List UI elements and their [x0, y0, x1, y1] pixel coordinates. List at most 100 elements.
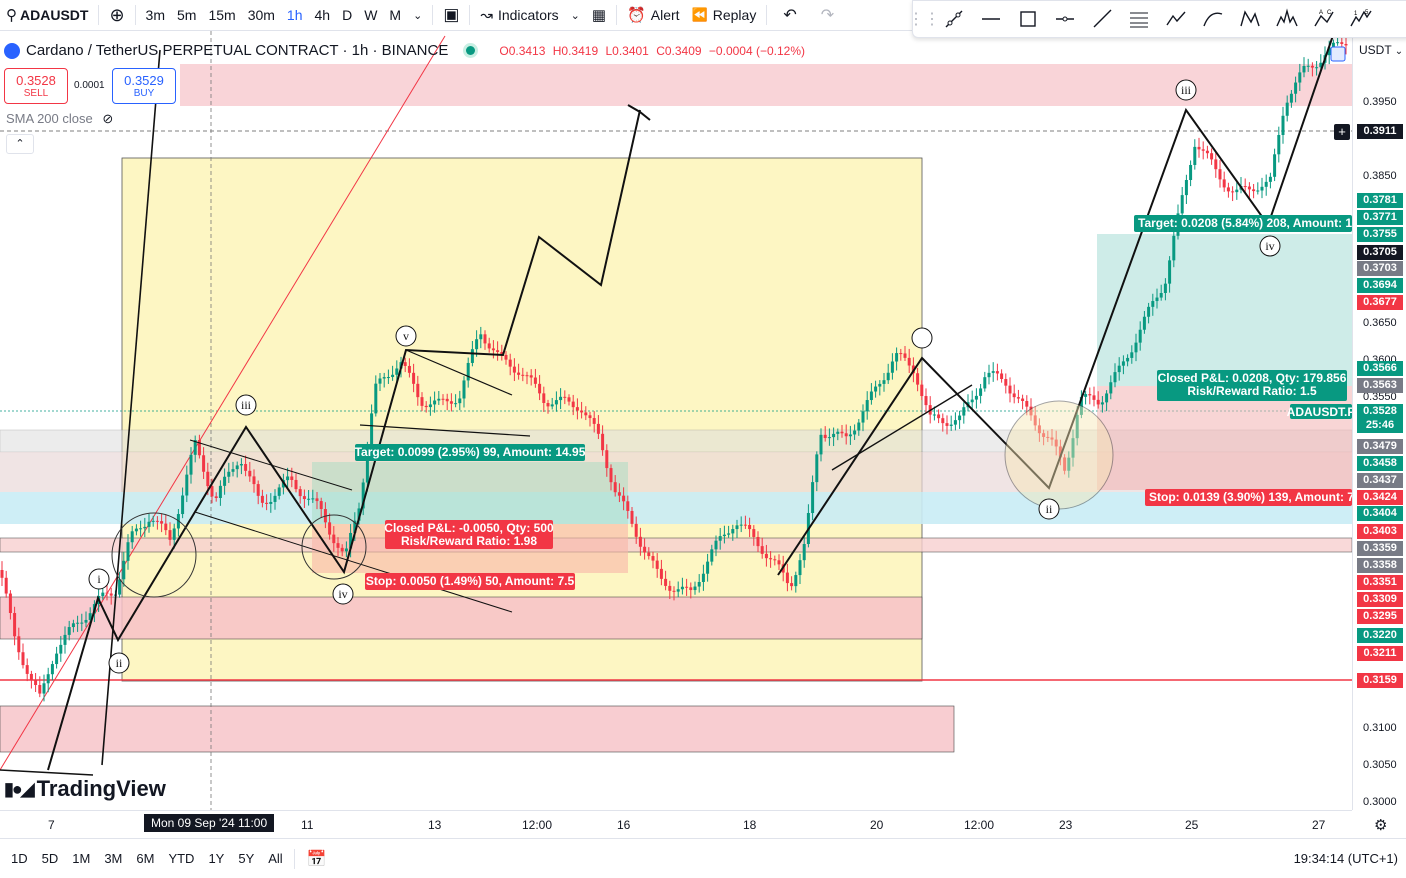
- time-tick-label: 25: [1185, 818, 1199, 832]
- candle-body: [592, 418, 596, 424]
- eye-hidden-icon[interactable]: ⊘: [102, 111, 114, 126]
- interval-15m[interactable]: 15m: [208, 7, 236, 23]
- candle-body: [844, 433, 848, 437]
- candle-body: [571, 401, 575, 408]
- trend-line-tool[interactable]: [935, 4, 972, 34]
- interval-dropdown[interactable]: ⌄: [407, 0, 428, 30]
- settings-gear-icon[interactable]: ⚙: [1374, 817, 1388, 834]
- rectangle-tool[interactable]: [1009, 4, 1046, 34]
- alert-button[interactable]: ⏰ Alert: [621, 0, 685, 30]
- candles-icon: ▣: [443, 5, 460, 24]
- drag-handle-icon[interactable]: ⋮⋮: [908, 11, 940, 28]
- interval-m[interactable]: M: [389, 7, 402, 23]
- head-shoulders-tool[interactable]: [1268, 4, 1305, 34]
- wave-label-text: iii: [241, 398, 252, 412]
- bottom-bar: 1D 5D 1M 3M 6M YTD 1Y 5Y All 📅 19:34:14 (UTC+1): [0, 838, 1406, 878]
- date-range-button[interactable]: 📅: [299, 849, 335, 869]
- ohlc-values: O0.3413 H0.3419 L0.3401 C0.3409 −0.0004 …: [499, 44, 809, 58]
- price-axis[interactable]: USDT ⌄ 0.3950 0.3850 0.3650 0.3600 0.3550 0.3…: [1352, 31, 1406, 810]
- fib-retracement-tool[interactable]: [1120, 4, 1157, 34]
- buy-label: BUY: [133, 88, 155, 99]
- candle-body: [643, 546, 647, 553]
- candle-body: [596, 423, 600, 434]
- candle-body: [1189, 164, 1193, 180]
- candle-body: [235, 465, 239, 470]
- candle-body: [168, 530, 172, 540]
- svg-text:C: C: [1327, 10, 1332, 16]
- resistance-zone: [180, 64, 1352, 106]
- indicators-button[interactable]: ↝ Indicators: [474, 0, 564, 30]
- range-1m[interactable]: 1M: [72, 851, 91, 866]
- candle-body: [832, 433, 836, 438]
- tradingview-logo: ▮●◢ TradingView: [4, 776, 166, 802]
- interval-d[interactable]: D: [342, 7, 353, 23]
- candle-body: [882, 380, 886, 384]
- candle-body: [958, 415, 962, 421]
- chart-pane[interactable]: i ii iii iv v iii iv ii Target: 0.0099 (2.95%) 9…: [0, 31, 1352, 810]
- candle-body: [554, 400, 558, 405]
- currency-selector[interactable]: USDT ⌄: [1359, 43, 1403, 57]
- price-tag: 25:46: [1357, 418, 1403, 433]
- candle-body: [374, 383, 378, 414]
- candle-body: [785, 572, 789, 584]
- range-5y[interactable]: 5Y: [238, 851, 255, 866]
- candle-body: [294, 479, 298, 490]
- time-tick-label: 23: [1059, 818, 1073, 832]
- replay-button[interactable]: ⏪ Replay: [686, 0, 763, 30]
- range-5d[interactable]: 5D: [41, 851, 59, 866]
- path-tool[interactable]: [1157, 4, 1194, 34]
- candle-body: [8, 593, 12, 614]
- candle-body: [878, 383, 882, 387]
- interval-1h[interactable]: 1h: [286, 7, 303, 23]
- price-tag: 0.3437: [1357, 473, 1403, 488]
- crosshair-add-button[interactable]: +: [1334, 124, 1350, 140]
- interval-4h[interactable]: 4h: [314, 7, 331, 23]
- interval-3m[interactable]: 3m: [145, 7, 165, 23]
- wave-label-circle: [1175, 79, 1197, 101]
- time-axis[interactable]: 7 11 13 12:00 16 18 20 12:00 23 25 27 Mon 09 Sep '…: [0, 810, 1387, 839]
- sell-button[interactable]: 0.3528 SELL: [4, 68, 68, 104]
- candle-body: [752, 529, 756, 537]
- candle-body: [277, 487, 281, 496]
- buy-button[interactable]: 0.3529 BUY: [112, 68, 176, 104]
- range-1d[interactable]: 1D: [11, 851, 28, 866]
- horizontal-ray-tool[interactable]: [1046, 4, 1083, 34]
- chart-type-button[interactable]: ▣: [437, 0, 465, 30]
- indicators-dropdown[interactable]: ⌄: [565, 0, 586, 30]
- interval-w[interactable]: W: [364, 7, 378, 23]
- candle-body: [710, 549, 714, 562]
- sma-indicator-legend[interactable]: SMA 200 close ⊘: [6, 111, 113, 127]
- range-1y[interactable]: 1Y: [208, 851, 225, 866]
- templates-button[interactable]: ▦: [586, 0, 612, 30]
- interval-30m[interactable]: 30m: [247, 7, 275, 23]
- range-all[interactable]: All: [268, 851, 283, 866]
- candle-body: [210, 486, 214, 497]
- compare-button[interactable]: ⊕: [103, 0, 130, 30]
- candle-body: [836, 431, 840, 434]
- pos1-closed-label-bg: [385, 520, 553, 549]
- xabcd-pattern-tool[interactable]: [1231, 4, 1268, 34]
- legend-title: Cardano / TetherUS PERPETUAL CONTRACT · …: [26, 42, 449, 59]
- candle-body: [827, 437, 831, 439]
- curve-tool[interactable]: [1194, 4, 1231, 34]
- range-6m[interactable]: 6M: [136, 851, 155, 866]
- symbol-search[interactable]: ⚲ ADAUSDT: [0, 0, 94, 30]
- collapse-legend-button[interactable]: ⌃: [6, 134, 34, 154]
- undo-button[interactable]: ↶: [771, 0, 808, 30]
- candle-body: [160, 521, 164, 524]
- redo-button[interactable]: ↷: [809, 0, 846, 30]
- price-tag: 0.3781: [1357, 193, 1403, 208]
- candle-body: [357, 508, 361, 521]
- ray-tool[interactable]: [1083, 4, 1120, 34]
- candle-body: [1331, 42, 1335, 48]
- range-3m[interactable]: 3M: [104, 851, 123, 866]
- horizontal-line-tool[interactable]: [972, 4, 1009, 34]
- range-ytd[interactable]: YTD: [168, 851, 195, 866]
- price-tag: 0.3309: [1357, 592, 1403, 607]
- interval-5m[interactable]: 5m: [177, 7, 197, 23]
- candle-body: [181, 495, 185, 515]
- wave-label-circle: [108, 652, 130, 674]
